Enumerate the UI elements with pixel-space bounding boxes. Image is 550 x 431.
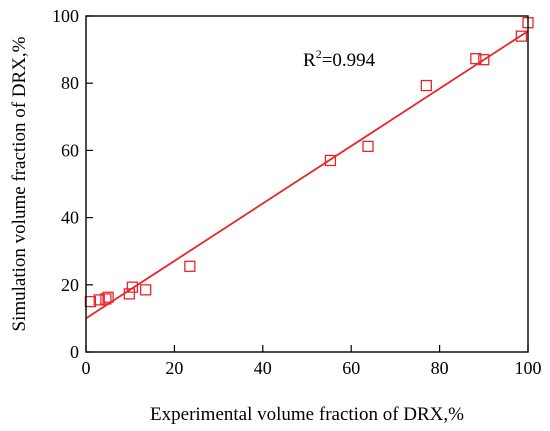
r-squared-annotation: R2=0.994 xyxy=(303,47,376,71)
data-point-2 xyxy=(100,293,112,305)
data-point-13 xyxy=(515,30,528,42)
data-point-6 xyxy=(140,284,152,296)
y-tick-label-0: 0 xyxy=(70,342,79,362)
data-point-7 xyxy=(184,260,196,272)
y-axis-title: Simulation volume fraction of DRX,% xyxy=(9,36,30,331)
data-point-8 xyxy=(324,154,337,167)
x-tick-label-2: 40 xyxy=(254,358,272,378)
plot-frame xyxy=(85,15,529,353)
data-point-3 xyxy=(102,291,114,303)
data-point-11 xyxy=(470,53,482,65)
x-tick-label-4: 80 xyxy=(431,358,449,378)
y-tick-label-3: 60 xyxy=(61,140,79,160)
data-point-1 xyxy=(93,294,105,306)
data-point-4 xyxy=(123,288,135,300)
x-tick-label-3: 60 xyxy=(342,358,360,378)
y-tick-label-2: 40 xyxy=(61,208,79,228)
data-point-10 xyxy=(420,79,432,92)
x-axis-title: Experimental volume fraction of DRX,% xyxy=(150,404,464,425)
x-tick-label-1: 20 xyxy=(165,358,183,378)
fit-line xyxy=(85,30,529,320)
r-superscript: 2 xyxy=(316,47,322,61)
x-tick-label-0: 0 xyxy=(82,358,91,378)
x-tick-label-5: 100 xyxy=(515,358,542,378)
r-label: R xyxy=(303,50,316,71)
r-value: =0.994 xyxy=(322,50,376,71)
y-tick-label-5: 100 xyxy=(52,6,79,26)
data-point-12 xyxy=(478,54,490,66)
y-tick-label-1: 20 xyxy=(61,275,79,295)
data-point-5 xyxy=(126,281,139,293)
y-tick-label-4: 80 xyxy=(61,73,79,93)
data-point-9 xyxy=(362,140,374,153)
